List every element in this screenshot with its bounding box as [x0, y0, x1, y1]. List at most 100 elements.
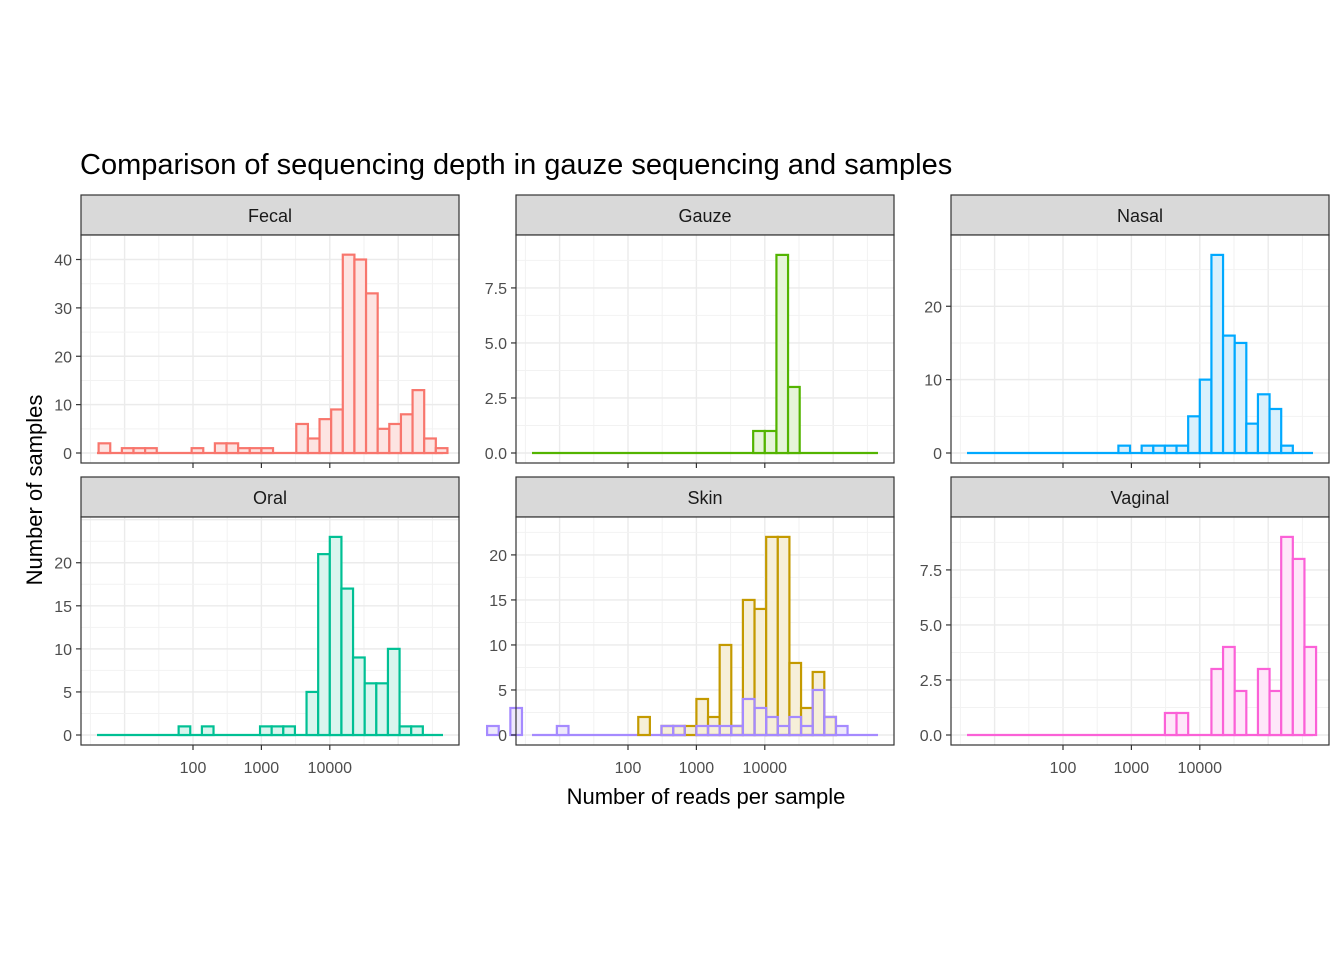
facet-border: [515, 234, 895, 464]
y-tick-label: 15: [54, 599, 72, 616]
x-tick-label: 10000: [743, 760, 788, 777]
histogram-bar: [823, 715, 838, 737]
histogram-bar: [213, 442, 228, 455]
y-tick-label: 0: [63, 728, 72, 745]
histogram-bar: [1256, 667, 1271, 737]
y-tick-label: 5.0: [485, 336, 507, 353]
histogram-bar: [788, 661, 803, 737]
histogram-bar: [306, 437, 321, 455]
histogram-bar: [1221, 334, 1236, 455]
x-tick-label: 1000: [679, 760, 715, 777]
histogram-bar-overlay: [834, 724, 849, 737]
y-tick-label: 10: [54, 642, 72, 659]
histogram-bar-overlay-outline: [823, 715, 838, 737]
histogram-bar: [1233, 341, 1248, 455]
x-tick-label: 100: [1050, 760, 1077, 777]
histogram-bar: [1245, 422, 1260, 455]
facet-strip-label: Vaginal: [1111, 488, 1170, 508]
facet-border: [80, 234, 460, 464]
histogram-bar: [660, 724, 675, 737]
facet-strip-label: Oral: [253, 488, 287, 508]
y-tick-label: 20: [489, 548, 507, 565]
histogram-bar: [351, 656, 366, 737]
y-tick-label: 2.5: [485, 391, 507, 408]
histogram-bar: [683, 724, 698, 737]
histogram-bar: [1291, 557, 1306, 737]
histogram-bar: [799, 706, 814, 737]
histogram-bar: [388, 422, 403, 455]
chart-title: Comparison of sequencing depth in gauze …: [80, 149, 952, 181]
histogram-bar: [1280, 444, 1294, 455]
facet-panel: Oral 0 5 10 15 20 100 1000 10000: [54, 476, 460, 777]
y-tick-label: 15: [489, 593, 507, 610]
histogram-bar: [672, 724, 686, 737]
facet-panel: Vaginal 0.0 2.5 5.0 7.5 100 1000 10000: [920, 476, 1330, 777]
histogram-bar: [375, 682, 390, 737]
histogram-bar: [1175, 711, 1190, 737]
facet-border: [950, 516, 1330, 746]
y-tick-label: 2.5: [920, 673, 942, 690]
histogram-bar: [741, 598, 756, 737]
y-tick-label: 5: [63, 685, 72, 702]
histogram-bar: [376, 427, 391, 455]
histogram-bar: [1187, 415, 1201, 455]
histogram-bar-overlay: [555, 724, 570, 737]
histogram-bar: [364, 292, 379, 455]
histogram-bar: [423, 437, 437, 455]
histogram-bar: [260, 447, 275, 455]
histogram-bar: [353, 258, 368, 455]
histogram-bar: [1117, 444, 1132, 455]
x-tick-label: 100: [615, 760, 642, 777]
histogram-bar: [386, 647, 401, 737]
facet-strip-label: Skin: [687, 488, 722, 508]
y-axis-label: Number of samples: [22, 395, 47, 586]
histogram-bar: [1280, 535, 1294, 737]
facet-plot-area: [81, 517, 459, 745]
histogram-bar: [282, 725, 297, 737]
facet-strip: [80, 476, 460, 518]
y-tick-label: 5.0: [920, 618, 942, 635]
histogram-bar: [776, 535, 791, 737]
histogram-bar: [225, 442, 240, 455]
y-tick-label: 20: [54, 349, 72, 366]
histogram-bar: [190, 447, 205, 455]
y-tick-label: 20: [54, 556, 72, 573]
y-tick-label: 0: [498, 728, 507, 745]
facet-border: [80, 516, 460, 746]
facet-panel: Fecal 0 10 20 30 40: [54, 194, 460, 468]
histogram-bar: [258, 725, 273, 737]
histogram-bar: [399, 413, 414, 455]
facet-border: [515, 516, 895, 746]
x-tick-label: 10000: [308, 760, 353, 777]
histogram-bar-overlay: [485, 724, 500, 737]
x-tick-label: 10000: [1178, 760, 1223, 777]
histogram-bar: [237, 447, 251, 455]
histogram-bar: [786, 385, 801, 455]
facet-strip-label: Fecal: [248, 206, 292, 226]
histogram-bar: [1198, 378, 1213, 455]
histogram-bar: [718, 643, 733, 737]
histogram-bar: [730, 724, 745, 737]
histogram-bar: [1140, 444, 1155, 455]
x-tick-label: 100: [180, 760, 207, 777]
y-tick-label: 0: [933, 446, 942, 463]
histogram-bar: [410, 725, 424, 737]
histogram-bar: [763, 429, 778, 455]
histogram-bar: [340, 587, 355, 737]
histogram-bar: [752, 429, 766, 455]
y-tick-label: 10: [489, 638, 507, 655]
facet-plot-area: [516, 235, 894, 463]
histogram-bar: [317, 553, 331, 737]
histogram-bar: [775, 253, 790, 455]
y-tick-label: 0.0: [920, 728, 942, 745]
x-tick-label: 1000: [1114, 760, 1150, 777]
facet-border: [950, 234, 1330, 464]
facet-panel: Nasal 0 10 20: [924, 194, 1330, 468]
y-tick-label: 10: [54, 398, 72, 415]
y-tick-label: 5: [498, 683, 507, 700]
histogram-bar: [305, 690, 320, 737]
histogram-bar: [1152, 444, 1167, 455]
histogram-bar: [120, 447, 135, 455]
x-tick-label: 1000: [244, 760, 280, 777]
